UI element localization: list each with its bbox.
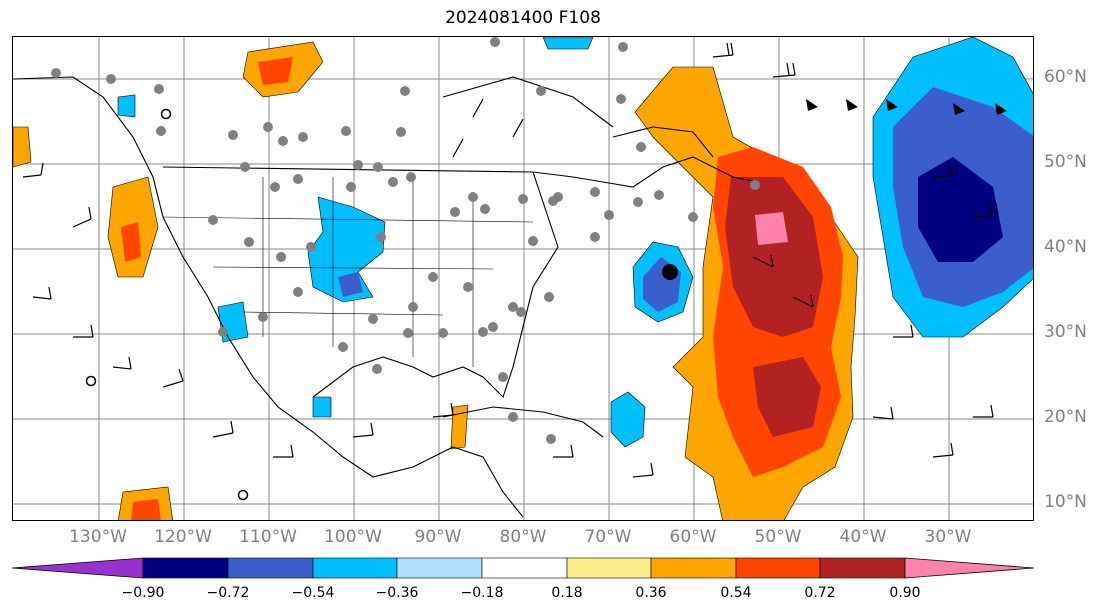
map-canvas: [13, 37, 1033, 520]
map-title: 2024081400 F108: [445, 8, 601, 28]
lon-label-120w: 120°W: [154, 527, 212, 547]
lon-label-90w: 90°W: [414, 527, 462, 547]
colorbar-tick-8: 0.54: [720, 585, 752, 601]
colorbar-tick-9: 0.72: [804, 585, 836, 601]
negative-anomaly-central-us: [117, 37, 594, 418]
coastlines: [13, 76, 759, 518]
colorbar-tick-5: −0.18: [460, 585, 504, 601]
colorbar-segment: [396, 557, 483, 579]
negative-anomaly-west-atlantic: [610, 241, 694, 448]
positive-anomaly-pacific: [13, 41, 469, 520]
colorbar-segment: [227, 557, 314, 579]
colorbar-segment: [312, 557, 398, 579]
colorbar-tick-3: −0.54: [291, 585, 335, 601]
lon-label-80w: 80°W: [499, 527, 547, 547]
wind-flags: [806, 99, 1007, 115]
calm-circles: [85, 108, 249, 501]
wind-barbs: [22, 42, 999, 478]
colorbar-segment: [481, 557, 568, 579]
colorbar-tick-7: 0.36: [635, 585, 667, 601]
lat-label-10n: 10°N: [1044, 492, 1087, 512]
lon-label-40w: 40°W: [839, 527, 887, 547]
colorbar-segment: [566, 557, 652, 579]
lon-label-30w: 30°W: [924, 527, 972, 547]
colorbar-tick-6: 0.18: [551, 585, 583, 601]
lon-label-100w: 100°W: [324, 527, 382, 547]
colorbar-segments: [11, 557, 1035, 579]
lat-label-40n: 40°N: [1044, 237, 1087, 257]
colorbar-segment-under: [11, 557, 144, 579]
storm-center-marker: [662, 264, 678, 280]
lon-label-110w: 110°W: [239, 527, 297, 547]
lat-label-60n: 60°N: [1044, 67, 1087, 87]
colorbar-tick-4: −0.36: [375, 585, 419, 601]
colorbar: [11, 557, 1035, 579]
colorbar-segment: [142, 557, 229, 579]
map-panel: [12, 36, 1034, 521]
lon-label-60w: 60°W: [669, 527, 717, 547]
colorbar-segment: [650, 557, 737, 579]
negative-anomaly-east-atlantic: [872, 37, 1033, 338]
lon-label-130w: 130°W: [69, 527, 127, 547]
positive-anomaly-atlantic: [634, 66, 859, 520]
state-borders: [162, 177, 534, 367]
colorbar-segment: [735, 557, 821, 579]
colorbar-tick-10: 0.90: [889, 585, 921, 601]
lat-label-20n: 20°N: [1044, 407, 1087, 427]
colorbar-tick-2: −0.72: [206, 585, 250, 601]
lon-label-70w: 70°W: [584, 527, 632, 547]
observation-points: [51, 37, 760, 444]
lat-label-50n: 50°N: [1044, 152, 1087, 172]
colorbar-segment-over: [904, 557, 1035, 579]
lat-label-30n: 30°N: [1044, 322, 1087, 342]
lon-label-50w: 50°W: [754, 527, 802, 547]
colorbar-segment: [819, 557, 906, 579]
colorbar-tick-1: −0.90: [121, 585, 165, 601]
